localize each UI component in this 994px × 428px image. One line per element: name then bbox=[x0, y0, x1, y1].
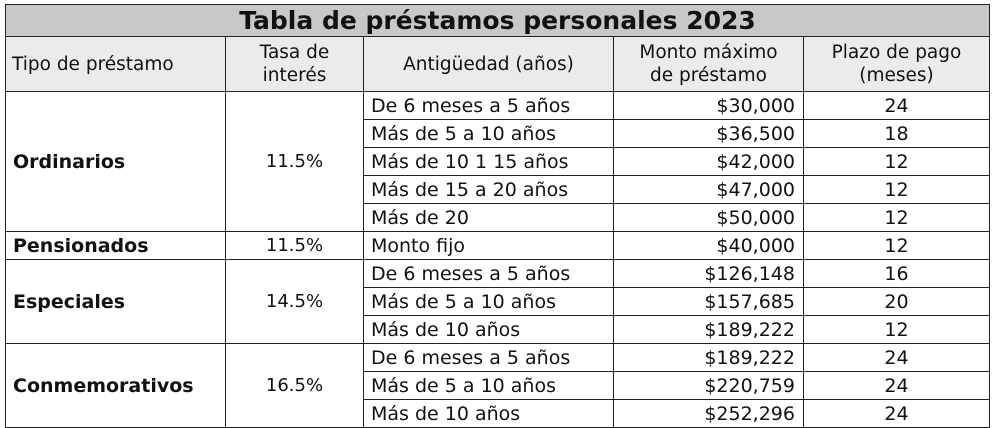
loan-type-cell: Ordinarios bbox=[5, 91, 226, 232]
seniority-cell: Más de 10 años bbox=[363, 399, 614, 428]
interest-rate-cell: 11.5% bbox=[225, 231, 364, 260]
loan-table-container: Tabla de préstamos personales 2023 Tipo … bbox=[5, 4, 990, 428]
seniority-cell: Monto fijo bbox=[363, 231, 614, 260]
max-amount-cell: $157,685 bbox=[613, 287, 804, 316]
header-tipo: Tipo de préstamo bbox=[5, 36, 226, 92]
seniority-cell: Más de 5 a 10 años bbox=[363, 371, 614, 400]
header-monto-line2: de préstamo bbox=[650, 65, 767, 86]
header-plazo-line2: (meses) bbox=[859, 65, 934, 86]
payment-term-cell: 20 bbox=[803, 287, 990, 316]
seniority-cell: Más de 20 bbox=[363, 203, 614, 232]
seniority-cell: Más de 15 a 20 años bbox=[363, 175, 614, 204]
max-amount-cell: $189,222 bbox=[613, 343, 804, 372]
loan-type-cell: Pensionados bbox=[5, 231, 226, 260]
interest-rate-cell: 16.5% bbox=[225, 343, 364, 428]
table-row: Más de 10 años $252,296 24 bbox=[6, 399, 990, 428]
header-tasa-line1: Tasa de bbox=[259, 42, 330, 63]
table-body: Ordinarios 11.5% De 6 meses a 5 años $30,00… bbox=[5, 91, 990, 428]
payment-term-cell: 16 bbox=[803, 259, 990, 288]
loan-type-cell: Conmemorativos bbox=[5, 343, 226, 428]
payment-term-cell: 12 bbox=[803, 231, 990, 260]
seniority-cell: Más de 5 a 10 años bbox=[363, 287, 614, 316]
max-amount-cell: $36,500 bbox=[613, 119, 804, 148]
payment-term-cell: 24 bbox=[803, 399, 990, 428]
header-monto-line1: Monto máximo bbox=[639, 42, 778, 63]
payment-term-cell: 24 bbox=[803, 343, 990, 372]
table-row: Más de 5 a 10 años $157,685 20 bbox=[6, 287, 990, 316]
seniority-cell: De 6 meses a 5 años bbox=[363, 91, 614, 120]
loan-type-cell: Especiales bbox=[5, 259, 226, 344]
table-row: Más de 20 $50,000 12 bbox=[6, 203, 990, 232]
max-amount-cell: $42,000 bbox=[613, 147, 804, 176]
payment-term-cell: 12 bbox=[803, 175, 990, 204]
payment-term-cell: 18 bbox=[803, 119, 990, 148]
table-row: Pensionados 11.5% Monto fijo $40,000 12 bbox=[5, 231, 990, 260]
payment-term-cell: 12 bbox=[803, 203, 990, 232]
header-monto: Monto máximo de préstamo bbox=[613, 36, 804, 92]
table-row: Especiales 14.5% De 6 meses a 5 años $126,1… bbox=[5, 259, 990, 344]
table-row: Más de 10 1 15 años $42,000 12 bbox=[6, 147, 990, 176]
max-amount-cell: $126,148 bbox=[613, 259, 804, 288]
seniority-cell: Más de 5 a 10 años bbox=[363, 119, 614, 148]
header-tasa: Tasa de interés bbox=[225, 36, 364, 92]
table-row: Más de 5 a 10 años $220,759 24 bbox=[6, 371, 990, 400]
table-row: Conmemorativos 16.5% De 6 meses a 5 años $1… bbox=[5, 343, 990, 428]
max-amount-cell: $50,000 bbox=[613, 203, 804, 232]
header-plazo: Plazo de pago (meses) bbox=[803, 36, 990, 92]
table-row: Más de 5 a 10 años $36,500 18 bbox=[6, 119, 990, 148]
table-title: Tabla de préstamos personales 2023 bbox=[5, 4, 990, 37]
seniority-cell: Más de 10 años bbox=[363, 315, 614, 344]
header-row: Tipo de préstamo Tasa de interés Antigüed… bbox=[5, 36, 990, 92]
table-row: Ordinarios 11.5% De 6 meses a 5 años $30,00… bbox=[5, 91, 990, 232]
max-amount-cell: $252,296 bbox=[613, 399, 804, 428]
seniority-cell: Más de 10 1 15 años bbox=[363, 147, 614, 176]
payment-term-cell: 12 bbox=[803, 315, 990, 344]
seniority-cell: De 6 meses a 5 años bbox=[363, 259, 614, 288]
payment-term-cell: 24 bbox=[803, 91, 990, 120]
payment-term-cell: 12 bbox=[803, 147, 990, 176]
table-row: Más de 15 a 20 años $47,000 12 bbox=[6, 175, 990, 204]
seniority-cell: De 6 meses a 5 años bbox=[363, 343, 614, 372]
header-plazo-line1: Plazo de pago bbox=[831, 42, 962, 63]
max-amount-cell: $30,000 bbox=[613, 91, 804, 120]
header-antiguedad: Antigüedad (años) bbox=[363, 36, 614, 92]
max-amount-cell: $47,000 bbox=[613, 175, 804, 204]
max-amount-cell: $40,000 bbox=[613, 231, 804, 260]
max-amount-cell: $220,759 bbox=[613, 371, 804, 400]
table-row: Más de 10 años $189,222 12 bbox=[6, 315, 990, 344]
interest-rate-cell: 14.5% bbox=[225, 259, 364, 344]
interest-rate-cell: 11.5% bbox=[225, 91, 364, 232]
loan-table: Tabla de préstamos personales 2023 Tipo … bbox=[5, 4, 990, 428]
payment-term-cell: 24 bbox=[803, 371, 990, 400]
max-amount-cell: $189,222 bbox=[613, 315, 804, 344]
header-tasa-line2: interés bbox=[262, 65, 327, 86]
